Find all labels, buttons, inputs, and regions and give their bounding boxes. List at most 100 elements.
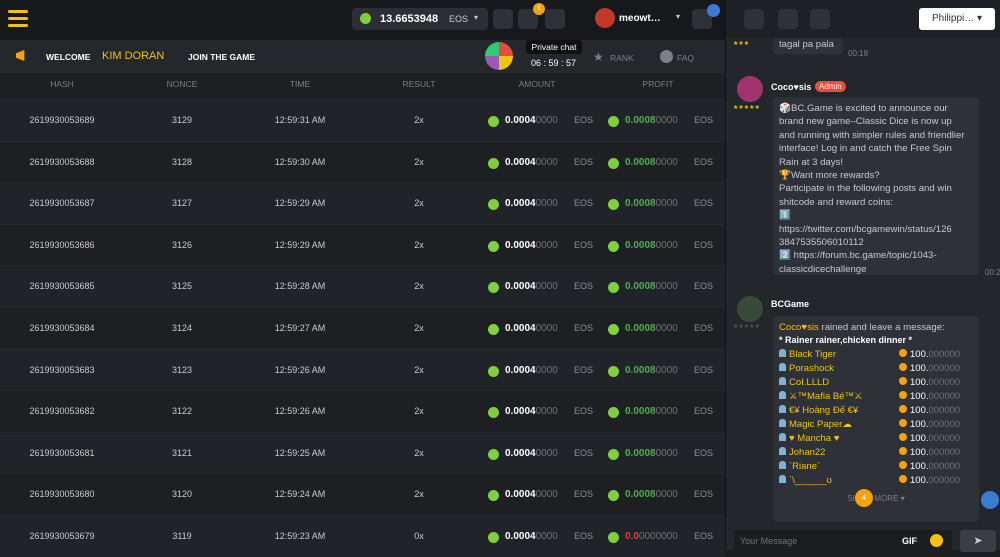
amount-cell: 0.00040000 <box>505 406 558 417</box>
nonce-cell: 3122 <box>171 406 193 417</box>
bell-button[interactable] <box>518 9 538 29</box>
rain-amount: 100.000000 <box>899 460 960 473</box>
message-text: tagal pa pala <box>779 39 834 50</box>
time-cell: 12:59:28 AM <box>274 281 326 292</box>
user-icon <box>779 418 786 427</box>
column-header: PROFIT <box>642 79 674 89</box>
faq-icon <box>660 50 673 63</box>
profit-digits: 0000 <box>655 156 678 168</box>
coin-icon <box>488 448 499 460</box>
join-text: JOIN THE GAME <box>188 52 256 62</box>
column-header: NONCE <box>166 79 198 89</box>
profit-currency: EOS <box>694 447 714 458</box>
amount-value: 0.0004 <box>505 323 536 334</box>
welcome-text: WELCOME <box>46 52 91 62</box>
rain-amount: 100.000000 <box>899 376 960 389</box>
menu-icon[interactable] <box>8 10 28 13</box>
amount-currency: EOS <box>574 531 594 541</box>
amount-value: 0.0004 <box>505 281 536 293</box>
profit-currency: EOS <box>694 406 714 417</box>
profit-value: 0.0008 <box>625 281 656 293</box>
recipient-name: Black Tiger <box>789 348 836 360</box>
coin-icon <box>899 460 907 469</box>
coin-icon <box>899 446 907 455</box>
time-cell: 12:59:24 AM <box>274 489 326 500</box>
show-more[interactable]: SHOW MORE ▾ <box>779 492 973 505</box>
result-cell: 2x <box>414 447 424 458</box>
coin-icon <box>899 418 907 427</box>
amount-currency: EOS <box>574 489 594 500</box>
user-icon <box>779 460 786 469</box>
nonce-cell: 3120 <box>171 489 193 500</box>
result-cell: 2x <box>414 115 424 125</box>
chat-tab[interactable] <box>810 9 830 29</box>
user-icon <box>779 390 786 399</box>
mail-button[interactable] <box>545 9 565 29</box>
time-cell: 12:59:26 AM <box>274 406 326 417</box>
profit-digits: 0000 <box>655 239 678 251</box>
send-button[interactable]: ➤ <box>960 530 996 552</box>
bet-row: 2619930053681 3121 12:59:25 AM 2x 0.00040000… <box>0 431 725 474</box>
message-line: interface! Log in and catch the Free Spi… <box>779 143 952 155</box>
user-icon <box>779 474 786 483</box>
result-cell: 2x <box>414 239 424 250</box>
message-line: classicdicechallenge <box>779 263 867 275</box>
nonce-cell: 3124 <box>171 323 193 333</box>
coin-icon <box>608 282 619 294</box>
coin-icon <box>488 532 499 543</box>
recipient: €¥ Hoàng Đế €¥ 100.000000 <box>779 404 973 418</box>
message-input[interactable]: Your Message GIF <box>734 530 952 552</box>
emoji-button[interactable] <box>930 534 943 547</box>
avatar[interactable] <box>595 8 615 28</box>
profit-value: 0.0008 <box>625 406 656 418</box>
time-cell: 12:59:29 AM <box>274 239 326 250</box>
time-cell: 12:59:26 AM <box>274 364 326 375</box>
amount-currency: EOS <box>574 323 594 333</box>
profit-cell: 0.00080000 <box>625 323 678 334</box>
rain-amount: 100.000000 <box>899 348 960 361</box>
chat-tab[interactable] <box>778 9 798 29</box>
recipient: `\______ʊ 100.000000 <box>779 474 973 488</box>
amount-currency: EOS <box>574 198 594 209</box>
rank-link[interactable]: RANK <box>610 53 634 63</box>
user-icon <box>779 432 786 441</box>
hash-cell: 2619930053684 <box>29 323 95 333</box>
username[interactable]: meowt… <box>619 13 661 24</box>
hash-cell: 2619930053683 <box>29 364 95 375</box>
chat-tab[interactable] <box>744 9 764 29</box>
amount-digits: 0000 <box>535 281 558 293</box>
chat-toggle[interactable] <box>692 9 712 29</box>
amount-digits: 0000 <box>535 531 558 542</box>
rainer: Coco♥sis <box>779 322 819 333</box>
profit-value: 0.0008 <box>625 489 656 501</box>
user-icon <box>779 404 786 413</box>
amount-digits: 000000 <box>928 376 961 388</box>
time-cell: 12:59:31 AM <box>274 115 326 125</box>
result-cell: 2x <box>414 323 424 333</box>
language-select[interactable]: Philippi… ▾ <box>919 8 995 30</box>
spin-wheel[interactable] <box>485 42 513 70</box>
amount-digits: 0000 <box>535 115 558 126</box>
profit-currency: EOS <box>694 281 714 292</box>
result-cell: 2x <box>414 281 424 292</box>
amount-cell: 0.00040000 <box>505 489 558 500</box>
wallet-button[interactable] <box>493 9 513 29</box>
profit-currency: EOS <box>694 239 714 250</box>
profit-digits: 0000 <box>655 115 678 126</box>
profit-digits: 0000 <box>655 198 678 210</box>
amount-digits: 0000 <box>535 198 558 210</box>
amount-cell: 0.00040000 <box>505 157 558 168</box>
amount-currency: EOS <box>574 115 594 125</box>
mention-button[interactable] <box>981 491 999 509</box>
balance-box[interactable]: 13.6653948 EOS ▾ <box>352 8 488 30</box>
unread-badge[interactable]: 4 <box>855 489 873 507</box>
gif-button[interactable]: GIF <box>902 536 917 546</box>
amount-digits: 000000 <box>928 348 961 360</box>
rain-amount: 100.000000 <box>899 362 960 375</box>
hash-cell: 2619930053681 <box>29 447 95 458</box>
recipient-name: €¥ Hoàng Đế €¥ <box>789 404 859 416</box>
amount-digits: 000000 <box>928 460 961 472</box>
faq-link[interactable]: FAQ <box>677 53 695 63</box>
coin-icon <box>488 282 499 294</box>
